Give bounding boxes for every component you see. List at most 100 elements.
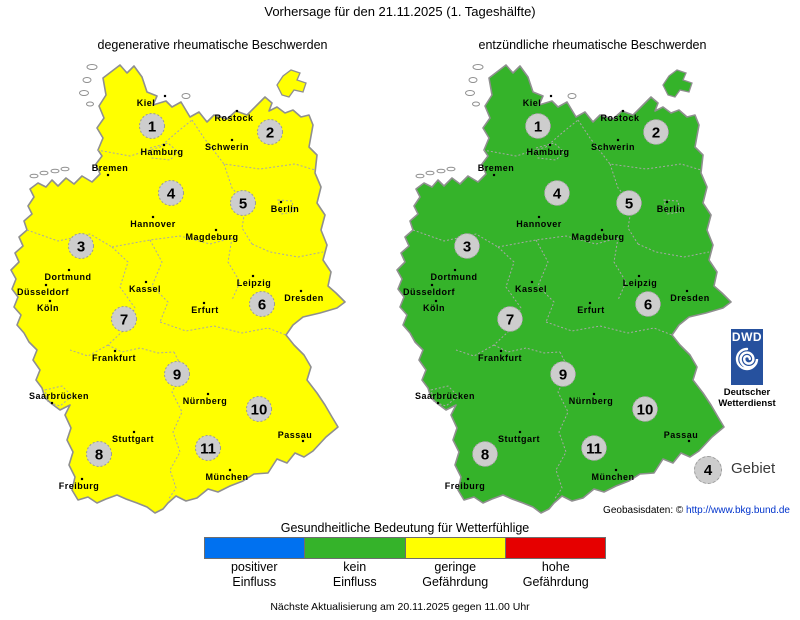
city-label-hamburg: Hamburg [526,147,569,157]
city-label-hannover: Hannover [516,219,562,229]
region-number-9: 9 [559,367,567,384]
legend-label-line1: kein [343,560,367,574]
city-dot-köln [48,299,52,303]
city-label-berlin: Berlin [657,204,686,214]
region-number-3: 3 [77,239,85,256]
page-title: Vorhersage für den 21.11.2025 (1. Tagesh… [264,4,536,19]
legend-label-line2: Gefährdung [522,574,589,589]
city-dot-kiel [549,94,553,98]
dwd-spiral-icon [735,347,759,371]
city-label-dortmund: Dortmund [431,272,478,282]
bkg-link[interactable]: http://www.bkg.bund.de [686,505,790,516]
city-dot-nürnberg [206,392,210,396]
coastal-island [50,168,60,174]
state-border [482,119,579,157]
region-circle-1 [139,113,165,139]
region-number-10: 10 [251,402,268,419]
city-label-stuttgart: Stuttgart [498,434,540,444]
state-border [535,239,555,323]
city-dot-frankfurt [499,349,503,353]
region-number-6: 6 [258,297,266,314]
city-dot-dortmund [67,268,71,272]
city-dot-freiburg [466,477,470,481]
city-dot-kassel [530,280,534,284]
map-title-entzuendliche: entzündliche rheumatische Beschwerden [478,38,707,52]
city-label-freiburg: Freiburg [59,481,100,491]
city-dot-kassel [144,280,148,284]
city-dot-freiburg [80,477,84,481]
region-circle-9 [164,361,190,387]
coastal-island [465,90,475,96]
city-dot-bremen [492,173,496,177]
city-label-stuttgart: Stuttgart [112,434,154,444]
state-border [613,237,627,301]
region-circle-1 [525,113,551,139]
dwd-caption-line1: Deutscher [723,387,771,398]
state-border [227,237,241,301]
city-dot-saarbrücken [50,401,54,405]
city-label-erfurt: Erfurt [191,305,219,315]
dwd-caption-line2: Wetterdienst [718,398,776,409]
city-dot-kiel [163,94,167,98]
city-dot-frankfurt [113,349,117,353]
sample-region-circle: 4 [694,456,722,484]
city-label-bremen: Bremen [478,163,515,173]
city-dot-stuttgart [132,430,136,434]
city-dot-dresden [299,289,303,293]
credits-prefix: Geobasisdaten: © [603,505,687,516]
state-border [637,243,710,258]
city-dot-hamburg [162,143,166,147]
city-dot-magdeburg [214,228,218,232]
region-circle-2 [257,119,283,145]
region-number-4: 4 [167,186,176,203]
city-label-saarbrücken: Saarbrücken [415,391,475,401]
city-label-kiel: Kiel [523,98,542,108]
city-label-bremen: Bremen [92,163,129,173]
city-dot-magdeburg [600,228,604,232]
legend-label-1: kein Einfluss [305,560,406,589]
legend-label-line1: geringe [434,560,477,574]
ruegen-island [276,69,307,98]
region-number-5: 5 [239,196,247,213]
coastal-island [39,170,49,176]
city-dot-hamburg [548,143,552,147]
city-label-rostock: Rostock [214,113,254,123]
city-dot-passau [301,439,305,443]
region-number-2: 2 [652,125,660,142]
dwd-logo: DWD [731,329,763,385]
city-label-köln: Köln [423,303,445,313]
legend-title: Gesundheitliche Bedeutung für Wetterfühl… [280,521,530,535]
dwd-caption: Deutscher Wetterdienst [703,387,791,409]
legend-segment-2 [405,538,506,558]
region-circle-3 [454,233,480,259]
state-border [277,199,295,215]
region-number-11: 11 [586,441,602,458]
city-label-schwerin: Schwerin [205,142,249,152]
city-dot-köln [434,299,438,303]
city-label-rostock: Rostock [600,113,640,123]
coastal-island [86,64,98,70]
city-dot-schwerin [616,138,620,142]
city-label-freiburg: Freiburg [445,481,486,491]
region-number-7: 7 [120,312,128,329]
coastal-island [181,93,191,99]
city-label-erfurt: Erfurt [577,305,605,315]
region-number-9: 9 [173,367,181,384]
legend-label-3: hohe Gefährdung [506,560,607,589]
city-dot-stuttgart [518,430,522,434]
legend-label-line1: positiver [230,560,278,574]
region-number-8: 8 [481,447,489,464]
city-label-düsseldorf: Düsseldorf [17,287,70,297]
state-border [535,142,565,161]
city-label-berlin: Berlin [271,204,300,214]
state-border [251,243,324,258]
city-dot-münchen [228,468,232,472]
state-border [107,246,136,346]
state-border [497,235,619,248]
city-dot-dresden [685,289,689,293]
city-label-kassel: Kassel [129,284,161,294]
region-circle-6 [635,291,661,317]
city-label-dresden: Dresden [670,293,710,303]
region-circle-3 [68,233,94,259]
